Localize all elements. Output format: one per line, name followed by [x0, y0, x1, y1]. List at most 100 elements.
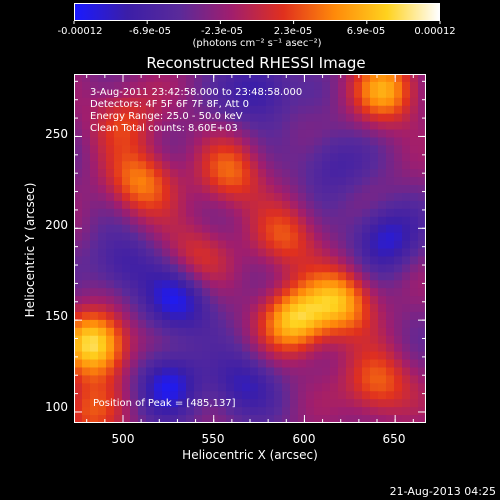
heatmap-cell: [314, 383, 323, 392]
heatmap-cell: [290, 391, 299, 400]
heatmap-cell: [154, 359, 163, 369]
heatmap-cell: [98, 415, 107, 423]
heatmap-cell: [146, 319, 155, 329]
heatmap-cell: [138, 319, 147, 329]
heatmap-cell: [322, 304, 331, 313]
heatmap-cell: [394, 137, 403, 146]
heatmap-cell: [210, 335, 219, 345]
heatmap-cell: [338, 105, 347, 115]
heatmap-cell: [410, 311, 419, 321]
heatmap-cell: [266, 319, 275, 329]
heatmap-cell: [194, 288, 203, 297]
heatmap-cell: [338, 145, 347, 154]
heatmap-cell: [90, 113, 99, 123]
heatmap-cell: [298, 272, 307, 281]
heatmap-cell: [170, 161, 179, 170]
heatmap-cell: [306, 185, 315, 194]
heatmap-cell: [418, 248, 426, 258]
heatmap-cell: [362, 399, 371, 408]
heatmap-cell: [106, 89, 115, 99]
heatmap-cell: [258, 89, 267, 99]
heatmap-cell: [322, 367, 331, 377]
heatmap-cell: [290, 343, 299, 353]
heatmap-cell: [218, 216, 227, 226]
heatmap-cell: [170, 105, 179, 115]
heatmap-cell: [266, 74, 275, 83]
heatmap-cell: [194, 169, 203, 178]
heatmap-cell: [274, 367, 283, 377]
heatmap-cell: [258, 272, 267, 281]
heatmap-cell: [186, 145, 195, 154]
heatmap-cell: [282, 304, 291, 313]
heatmap-cell: [402, 367, 411, 377]
heatmap-cell: [322, 129, 331, 139]
x-axis-label: Heliocentric X (arcsec): [182, 448, 318, 462]
heatmap-cell: [234, 256, 243, 265]
heatmap-cell: [106, 343, 115, 353]
heatmap-cell: [170, 280, 179, 289]
heatmap-cell: [306, 415, 315, 423]
heatmap-cell: [114, 121, 123, 131]
heatmap-cell: [330, 351, 339, 361]
heatmap-cell: [402, 359, 411, 369]
heatmap-cell: [90, 415, 99, 423]
heatmap-cell: [146, 296, 155, 305]
heatmap-cell: [154, 304, 163, 313]
heatmap-cell: [250, 288, 259, 297]
heatmap-cell: [122, 280, 131, 289]
heatmap-cell: [282, 161, 291, 170]
heatmap-cell: [234, 248, 243, 258]
heatmap-cell: [130, 208, 139, 218]
heatmap-cell: [122, 407, 131, 416]
heatmap-cell: [210, 232, 219, 242]
heatmap-cell: [282, 129, 291, 139]
heatmap-cell: [378, 407, 387, 416]
heatmap-cell: [74, 177, 83, 186]
heatmap-cell: [170, 288, 179, 297]
heatmap-cell: [338, 304, 347, 313]
heatmap-cell: [82, 232, 91, 242]
heatmap-cell: [106, 367, 115, 377]
heatmap-cell: [210, 216, 219, 226]
heatmap-cell: [202, 343, 211, 353]
heatmap-cell: [154, 161, 163, 170]
heatmap-cell: [202, 224, 211, 234]
heatmap-cell: [202, 367, 211, 377]
heatmap-cell: [90, 216, 99, 226]
heatmap-cell: [170, 129, 179, 139]
heatmap-cell: [274, 399, 283, 408]
heatmap-cell: [402, 296, 411, 305]
heatmap-cell: [138, 383, 147, 392]
heatmap-cell: [394, 343, 403, 353]
heatmap-cell: [146, 415, 155, 423]
heatmap-cell: [218, 208, 227, 218]
heatmap-cell: [218, 359, 227, 369]
heatmap-cell: [74, 272, 83, 281]
heatmap-cell: [306, 351, 315, 361]
heatmap-cell: [274, 232, 283, 242]
heatmap-cell: [378, 192, 387, 202]
heatmap-cell: [146, 208, 155, 218]
heatmap-cell: [242, 399, 251, 408]
heatmap-cell: [138, 137, 147, 146]
heatmap-cell: [314, 89, 323, 99]
heatmap-cell: [362, 224, 371, 234]
heatmap-cell: [106, 399, 115, 408]
heatmap-cell: [122, 415, 131, 423]
heatmap-cell: [226, 319, 235, 329]
heatmap-cell: [186, 192, 195, 202]
heatmap-cell: [130, 81, 139, 91]
heatmap-cell: [250, 169, 259, 178]
heatmap-cell: [322, 415, 331, 423]
heatmap-cell: [386, 153, 395, 162]
heatmap-cell: [122, 367, 131, 377]
heatmap-cell: [370, 391, 379, 400]
heatmap-cell: [98, 367, 107, 377]
heatmap-cell: [82, 327, 91, 337]
heatmap-cell: [170, 391, 179, 400]
heatmap-cell: [322, 81, 331, 91]
heatmap-cell: [226, 177, 235, 186]
heatmap-cell: [290, 280, 299, 289]
heatmap-cell: [314, 129, 323, 139]
heatmap-cell: [274, 280, 283, 289]
